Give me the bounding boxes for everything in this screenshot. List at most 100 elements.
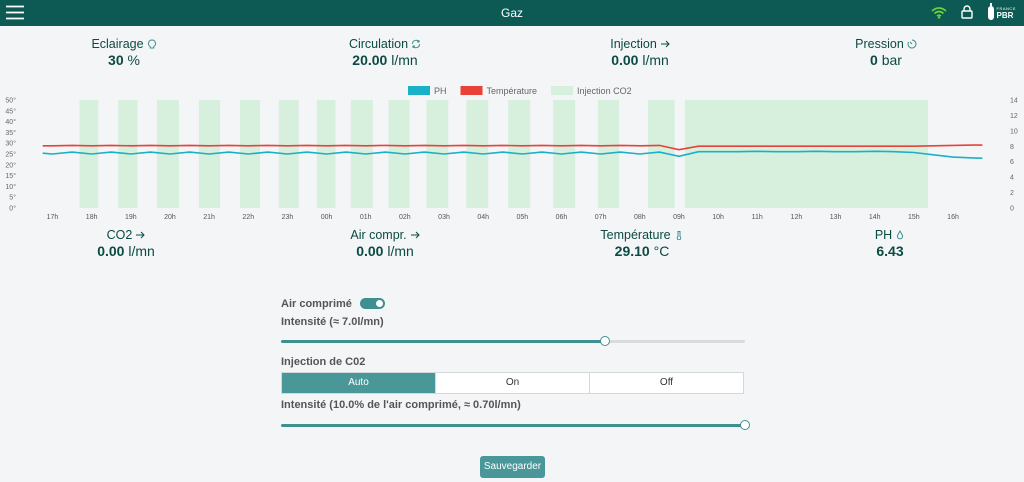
y2-tick-label: 4	[1010, 175, 1014, 182]
mode-button[interactable]: On	[435, 373, 589, 393]
x-tick-label: 01h	[360, 214, 372, 221]
air-label: Air comprimé	[281, 298, 352, 310]
page-title: Gaz	[500, 6, 523, 20]
metric: Injection 0.00 l/mn	[540, 37, 740, 68]
metric: PH 6.43	[790, 228, 990, 259]
metric-label: Circulation	[348, 37, 409, 51]
metric-icon	[660, 40, 670, 48]
metric: Pression 0 bar	[786, 37, 986, 68]
metric: Température 29.10 °C	[542, 228, 742, 259]
x-tick-label: 05h	[516, 214, 528, 221]
metric: Circulation 20.00 l/mn	[285, 37, 485, 68]
legend-label: PH	[434, 86, 447, 96]
metric-value: 0.00	[356, 243, 384, 259]
metric-value: 29.10	[614, 243, 650, 259]
y-tick-label: 40°	[5, 118, 16, 126]
series-line	[42, 150, 983, 159]
y2-tick-label: 10	[1010, 128, 1018, 135]
x-tick-label: 03h	[438, 214, 450, 221]
metric-value: 0	[870, 52, 878, 68]
metric-value: 6.43	[876, 243, 904, 259]
x-tick-label: 12h	[791, 214, 803, 221]
metric-value: 0.00	[611, 52, 639, 68]
metric-label: Injection	[610, 37, 657, 51]
co2-slider[interactable]	[281, 420, 750, 430]
y-tick-label: 45°	[5, 107, 16, 115]
mode-selector: Auto On Off	[281, 372, 744, 394]
y2-tick-label: 6	[1010, 159, 1014, 166]
lock-button[interactable]	[960, 5, 973, 19]
x-tick-label: 21h	[203, 214, 215, 221]
y-tick-label: 35°	[5, 129, 16, 137]
y-tick-label: 0°	[9, 205, 16, 213]
co2-intensity-label: Intensité (10.0% de l'air comprimé, ≈ 0.…	[281, 399, 521, 411]
legend-swatch	[551, 86, 574, 95]
metric-icon	[410, 231, 420, 239]
x-tick-label: 13h	[830, 214, 842, 221]
legend-label: Injection CO2	[577, 86, 632, 96]
air-slider[interactable]	[281, 336, 745, 346]
x-tick-label: 07h	[595, 214, 607, 221]
y-tick-label: 15°	[5, 172, 16, 180]
menu-button[interactable]	[6, 5, 24, 20]
brand-text: PBR	[996, 11, 1014, 20]
metric-unit: l/mn	[642, 52, 669, 68]
x-tick-label: 23h	[282, 214, 294, 221]
legend-swatch	[408, 86, 430, 95]
x-tick-label: 15h	[908, 214, 920, 221]
save-button[interactable]: Sauvegarder	[480, 456, 545, 478]
y2-tick-label: 0	[1010, 206, 1014, 213]
y-tick-label: 5°	[9, 194, 16, 202]
status-icons: FRANCE PBR	[931, 3, 1016, 21]
metric-icon	[147, 39, 156, 49]
y2-tick-label: 2	[1010, 190, 1014, 197]
x-tick-label: 19h	[125, 214, 137, 221]
metric-value: 20.00	[352, 52, 388, 68]
metric-label: Température	[600, 228, 671, 242]
metric-icon	[907, 39, 917, 49]
metric-icon	[676, 231, 681, 240]
y-tick-label: 10°	[5, 183, 16, 191]
y-tick-label: 50°	[5, 97, 16, 105]
metric-label: CO2	[106, 228, 133, 242]
top-bar: Gaz FRANCE PBR	[0, 0, 1024, 26]
wifi-icon	[931, 6, 947, 19]
x-tick-label: 06h	[556, 214, 568, 221]
metric: Air compr. 0.00 l/mn	[285, 228, 485, 259]
metric-label: Eclairage	[91, 37, 144, 51]
metric-unit: l/mn	[391, 52, 418, 68]
series-line	[42, 144, 983, 151]
metric-unit: l/mn	[387, 243, 414, 259]
x-tick-label: 22h	[242, 214, 254, 221]
y-tick-label: 25°	[5, 151, 16, 159]
metric-label: Pression	[855, 37, 904, 51]
metric: Eclairage 30 %	[24, 37, 224, 68]
y2-tick-label: 14	[1010, 98, 1018, 105]
legend-label: Température	[487, 86, 538, 96]
brand-logo: FRANCE PBR	[987, 3, 1016, 21]
x-tick-label: 16h	[947, 214, 959, 221]
metric-icon	[897, 230, 904, 240]
y2-tick-label: 12	[1010, 113, 1018, 120]
metric-label: PH	[874, 228, 893, 242]
brand-text: FRANCE	[996, 6, 1016, 11]
mode-button[interactable]: Auto	[282, 373, 435, 393]
air-intensity-label: Intensité (≈ 7.0l/mn)	[281, 316, 384, 328]
y-tick-label: 20°	[5, 161, 16, 169]
x-tick-label: 14h	[869, 214, 881, 221]
air-toggle[interactable]	[360, 298, 385, 309]
x-tick-label: 04h	[477, 214, 489, 221]
metric-unit: bar	[881, 52, 902, 68]
x-tick-label: 08h	[634, 214, 646, 221]
metric: CO2 0.00 l/mn	[26, 228, 226, 259]
injection-band	[684, 100, 928, 208]
metric-unit: l/mn	[128, 243, 155, 259]
x-tick-label: 00h	[321, 214, 333, 221]
legend-swatch	[460, 86, 483, 95]
y-tick-label: 30°	[5, 140, 16, 148]
metric-unit: %	[127, 52, 140, 68]
mode-button[interactable]: Off	[589, 373, 743, 393]
x-tick-label: 11h	[752, 214, 763, 221]
